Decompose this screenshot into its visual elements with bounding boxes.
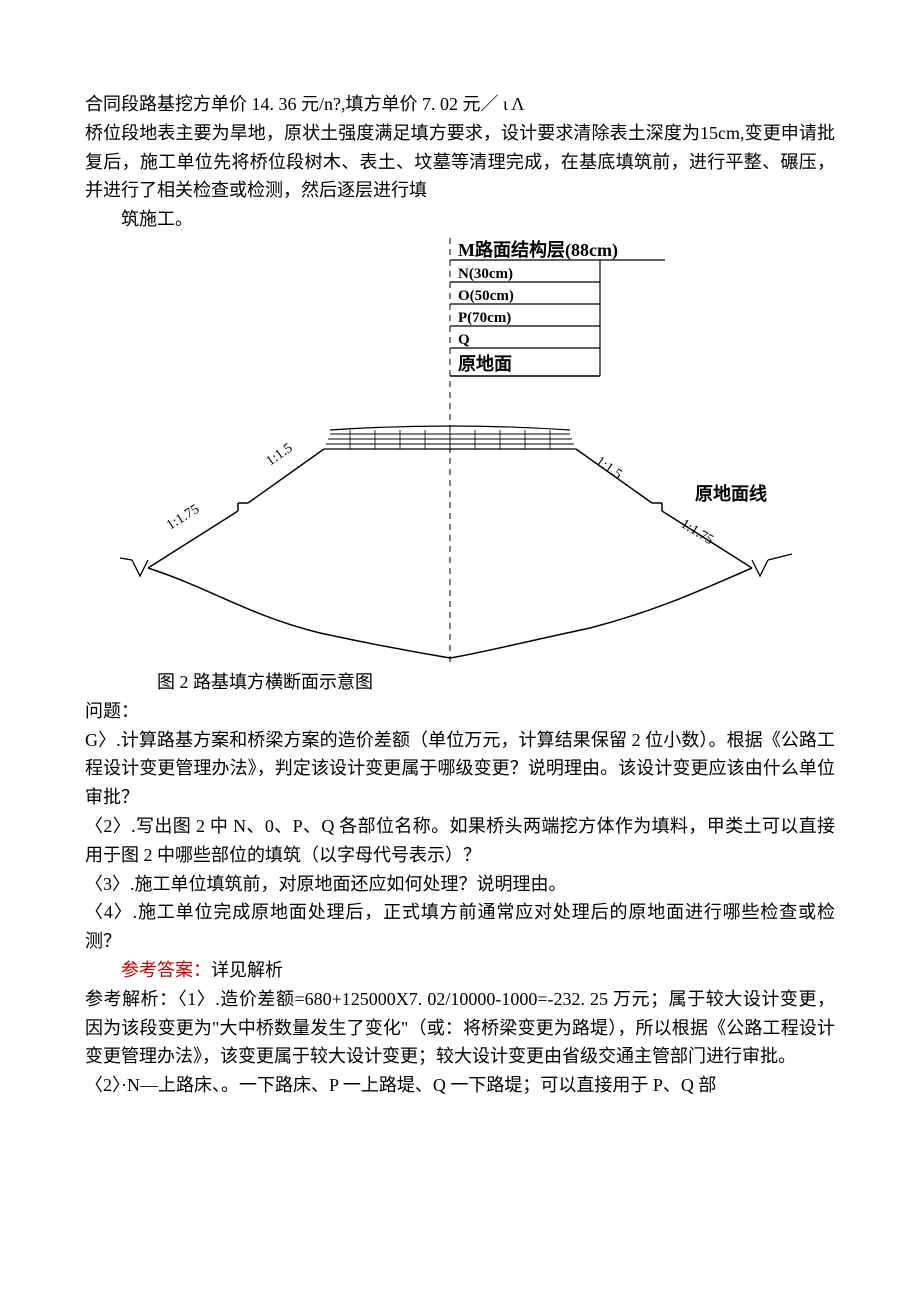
answer-label-suffix: 详见解析 [211,960,283,980]
question-2: 〈2〉.写出图 2 中 N、0、P、Q 各部位名称。如果桥头两端挖方体作为填料，… [85,812,835,870]
ground-line-label: 原地面线 [695,483,767,504]
cross-section-diagram: M路面结构层(88cm) N(30cm) O(50cm) P(70cm) Q 原… [120,238,800,668]
questions-title: 问题： [85,697,835,726]
diagram-caption: 图 2 路基填方横断面示意图 [85,668,835,697]
question-3: 〈3〉.施工单位填筑前，对原地面还应如何处理？说明理由。 [85,870,835,899]
diagram-container: M路面结构层(88cm) N(30cm) O(50cm) P(70cm) Q 原… [85,238,835,668]
question-1: G〉.计算路基方案和桥梁方案的造价差额（单位万元，计算结果保留 2 位小数）。根… [85,726,835,812]
answer-1: 参考解析：〈1〉.造价差额=680+125000X7. 02/10000-100… [85,985,835,1071]
answer-2: 〈2〉·N—上路床、。一下路床、P 一上路堤、Q 一下路堤；可以直接用于 P、Q… [85,1071,835,1100]
layer-ground-label: 原地面 [458,353,512,374]
answer-label-line: 参考答案：详见解析 [85,956,835,985]
layer-p-label: P(70cm) [458,310,511,326]
layer-q-label: Q [458,332,470,348]
question-4: 〈4〉.施工单位完成原地面处理后，正式填方前通常应对处理后的原地面进行哪些检查或… [85,898,835,956]
intro-p2: 桥位段地表主要为旱地，原状土强度满足填方要求，设计要求清除表土深度为15cm,变… [85,119,835,205]
layer-n-label: N(30cm) [458,266,513,282]
answer-label-red: 参考答案： [121,960,211,980]
intro-p1: 合同段路基挖方单价 14. 36 元/n?,填方单价 7. 02 元／ ι Λ [85,90,835,119]
layer-m-label: M路面结构层(88cm) [458,239,618,261]
intro-p3: 筑施工。 [85,205,835,234]
layer-o-label: O(50cm) [458,288,514,304]
